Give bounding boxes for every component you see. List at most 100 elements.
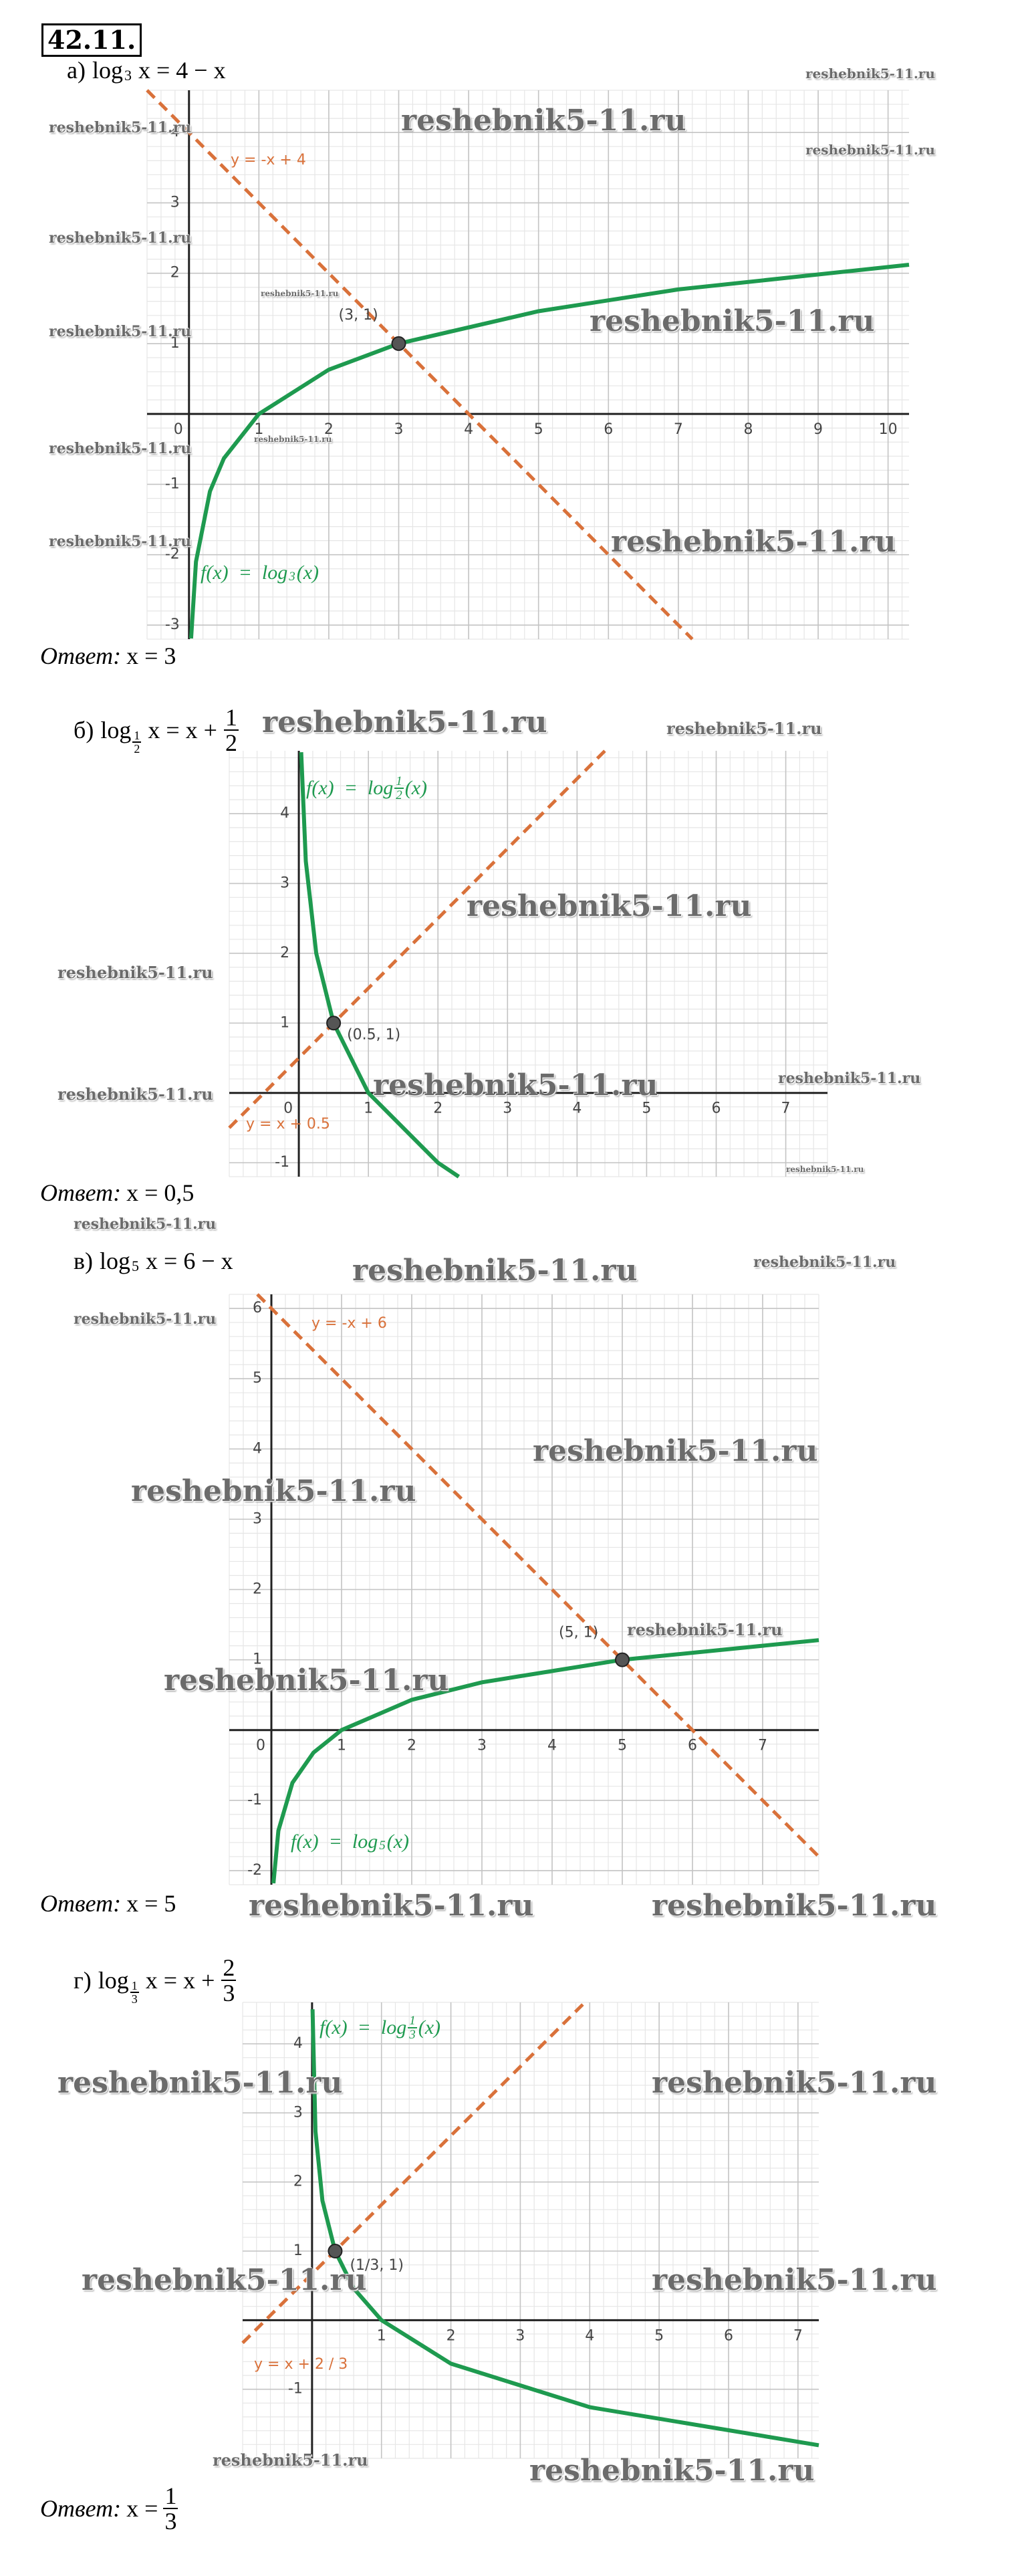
denominator: 3 (409, 2028, 416, 2042)
equation: в) log 5 x = 6 − x (74, 1247, 233, 1275)
x-tick-label: 2 (433, 1100, 442, 1117)
curve-label-tail: (x) (296, 562, 319, 584)
curve-label: f(x) = log 5 (x) (291, 1831, 409, 1853)
y-tick-label: 3 (253, 1510, 262, 1527)
curve-label-text: f(x) = log (306, 776, 394, 799)
watermark: reshebnik5-11.ru (262, 705, 547, 739)
x-tick-label: 4 (464, 421, 473, 438)
intersection-point (391, 336, 406, 351)
x-tick-label: 1 (337, 1738, 346, 1754)
y-tick-label: -3 (165, 616, 180, 633)
watermark: reshebnik5-11.ru (373, 1068, 658, 1102)
watermark: reshebnik5-11.ru (652, 2066, 937, 2100)
answer-label: Ответ: (40, 1890, 122, 1917)
log: log (92, 57, 123, 84)
x-tick-label: 0 (256, 1738, 265, 1754)
y-tick-label: 4 (253, 1440, 262, 1457)
answer: Ответ: x = 1 3 (40, 2484, 178, 2533)
denominator: 2 (396, 788, 402, 802)
numerator: 1 (132, 729, 142, 743)
line-graph (146, 89, 694, 640)
part-label: б) (74, 717, 94, 743)
y-tick-label: 2 (253, 1581, 262, 1598)
curve-label-tail: (x) (404, 776, 428, 799)
watermark: reshebnik5-11.ru (57, 963, 213, 982)
watermark: reshebnik5-11.ru (57, 2066, 343, 2100)
curve-label-tail: (x) (418, 2016, 441, 2038)
log: log (100, 717, 132, 743)
x-tick-label: 7 (781, 1100, 791, 1117)
x-tick-label: 4 (572, 1100, 582, 1117)
log: log (100, 1248, 131, 1274)
point-label: (1/3, 1) (350, 2257, 404, 2274)
numerator: 1 (394, 774, 404, 789)
watermark: reshebnik5-11.ru (49, 119, 192, 136)
intersection-point (615, 1652, 630, 1667)
watermark: reshebnik5-11.ru (778, 1070, 921, 1087)
y-tick-label: 6 (253, 1300, 262, 1316)
equation: а) log 3 x = 4 − x (67, 56, 226, 84)
watermark: reshebnik5-11.ru (805, 66, 935, 82)
x-tick-label: 2 (446, 2327, 456, 2344)
log: log (98, 1967, 129, 1994)
answer-value: x = 5 (126, 1890, 176, 1917)
curve-label-sub: 3 (289, 570, 295, 584)
watermark: reshebnik5-11.ru (627, 1620, 783, 1639)
y-tick-label: 1 (253, 1651, 262, 1668)
answer-value: x = 3 (126, 642, 176, 669)
line-label: y = x + 2 / 3 (254, 2356, 348, 2373)
numerator: 2 (221, 1954, 237, 1981)
y-tick-label: 1 (293, 2242, 303, 2259)
numerator: 1 (223, 704, 239, 731)
x-tick-label: 7 (793, 2327, 803, 2344)
x-tick-label: 6 (688, 1738, 697, 1754)
watermark: reshebnik5-11.ru (533, 1434, 818, 1468)
y-tick-label: 3 (280, 874, 289, 891)
y-tick-label: 5 (253, 1370, 262, 1387)
answer-label: Ответ: (40, 1179, 122, 1206)
watermark: reshebnik5-11.ru (254, 435, 332, 444)
line-graph (228, 749, 606, 1129)
x-tick-label: 5 (642, 1100, 651, 1117)
y-tick-label: -2 (247, 1862, 262, 1879)
curve-label: f(x) = log 1 2 (x) (306, 774, 427, 802)
x-tick-label: 10 (879, 421, 898, 438)
log-base: 3 (124, 67, 132, 84)
x-tick-label: 3 (515, 2327, 525, 2344)
y-tick-label: 3 (293, 2104, 303, 2121)
watermark: reshebnik5-11.ru (611, 525, 896, 559)
equation-rhs: x = x + (148, 717, 217, 743)
x-tick-label: 7 (758, 1738, 767, 1754)
line-label: y = x + 0.5 (246, 1116, 330, 1133)
watermark: reshebnik5-11.ru (57, 1084, 213, 1104)
x-tick-label: 6 (724, 2327, 733, 2344)
intersection-point (326, 1016, 342, 1031)
y-tick-label: -1 (247, 1792, 262, 1808)
watermark: reshebnik5-11.ru (529, 2454, 815, 2488)
numerator: 1 (163, 2482, 178, 2509)
watermark: reshebnik5-11.ru (49, 229, 192, 247)
watermark: reshebnik5-11.ru (131, 1474, 416, 1508)
x-tick-label: 1 (364, 1100, 373, 1117)
watermark: reshebnik5-11.ru (401, 104, 686, 138)
curve-label-text: f(x) = log (201, 562, 288, 584)
curve-label-text: f(x) = log (291, 1831, 378, 1853)
curve-label-sub: 5 (379, 1839, 386, 1853)
watermark: reshebnik5-11.ru (164, 1663, 449, 1697)
answer-label: Ответ: (40, 2495, 122, 2522)
curve-label: f(x) = log 1 3 (x) (319, 2014, 440, 2041)
numerator: 1 (130, 1979, 139, 1993)
part-label: а) (67, 57, 86, 84)
line-graph (241, 2003, 584, 2345)
equation-rhs: x = x + (145, 1967, 215, 1994)
equation-rhs: x = 6 − x (146, 1248, 233, 1274)
x-tick-label: 7 (674, 421, 683, 438)
denominator: 3 (223, 1980, 235, 2006)
log-curve (310, 2009, 819, 2448)
watermark: reshebnik5-11.ru (74, 1215, 217, 1233)
